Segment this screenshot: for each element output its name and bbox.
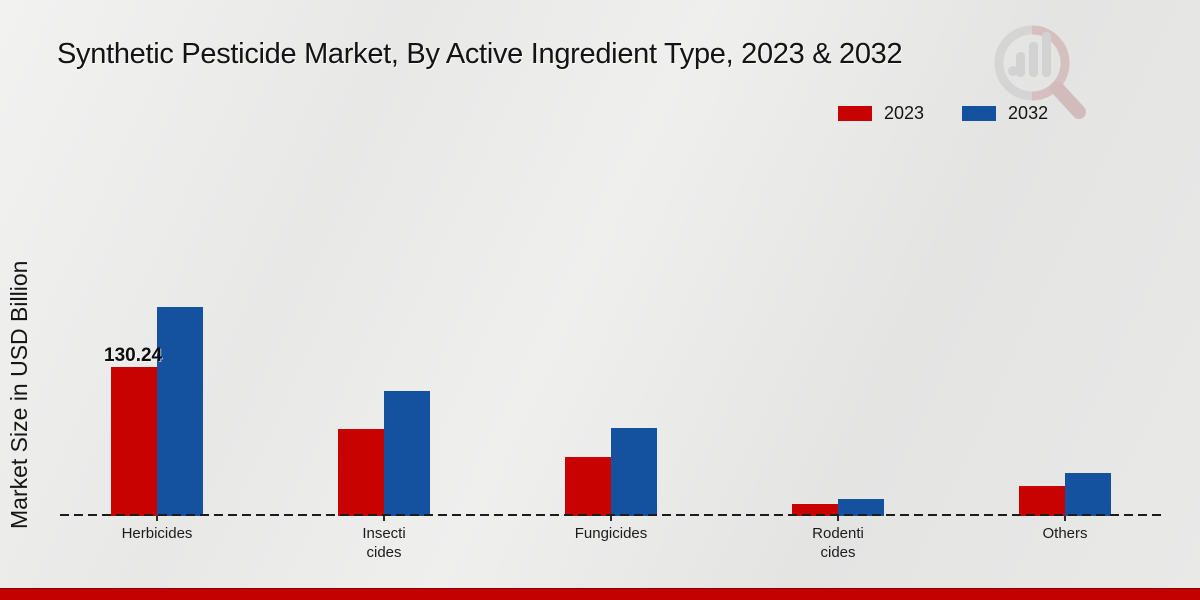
bar-2032-insecticides	[384, 391, 430, 516]
bar-2023-rodenticides	[792, 504, 838, 516]
x-axis-tick-herbicides	[156, 516, 158, 521]
bar-2023-fungicides	[565, 457, 611, 516]
x-axis-label-others: Others	[1042, 525, 1088, 542]
bar-2032-others	[1065, 473, 1111, 516]
x-axis-tick-others	[1064, 516, 1066, 521]
x-axis-zero-baseline	[60, 514, 1162, 516]
value-label-2023-herbicides: 130.24	[104, 345, 163, 366]
x-axis-tick-rodenticides	[837, 516, 839, 521]
x-axis-label-insecticides: Insecti cides	[362, 525, 406, 561]
legend: 2023 2032	[838, 103, 1048, 124]
legend-swatch-2023	[838, 106, 872, 121]
watermark-magnifier-logo	[994, 25, 1086, 119]
legend-item-2032: 2032	[962, 103, 1048, 124]
x-axis-tick-insecticides	[383, 516, 385, 521]
x-axis-label-rodenticides: Rodenti cides	[812, 525, 864, 561]
legend-item-2023: 2023	[838, 103, 924, 124]
bar-2023-herbicides	[111, 367, 157, 516]
bar-2032-herbicides	[157, 307, 203, 516]
x-axis-tick-fungicides	[610, 516, 612, 521]
footer-band	[0, 588, 1200, 600]
chart-title: Synthetic Pesticide Market, By Active In…	[57, 38, 903, 70]
bar-2023-others	[1019, 486, 1065, 516]
x-axis-label-herbicides: Herbicides	[121, 525, 193, 542]
legend-label-2023: 2023	[884, 103, 925, 123]
bar-2032-rodenticides	[838, 499, 884, 516]
x-axis-label-fungicides: Fungicides	[574, 525, 648, 542]
legend-label-2032: 2032	[1008, 103, 1049, 123]
legend-swatch-2032	[962, 106, 997, 121]
bar-2023-insecticides	[338, 429, 384, 516]
bar-2032-fungicides	[611, 428, 657, 516]
